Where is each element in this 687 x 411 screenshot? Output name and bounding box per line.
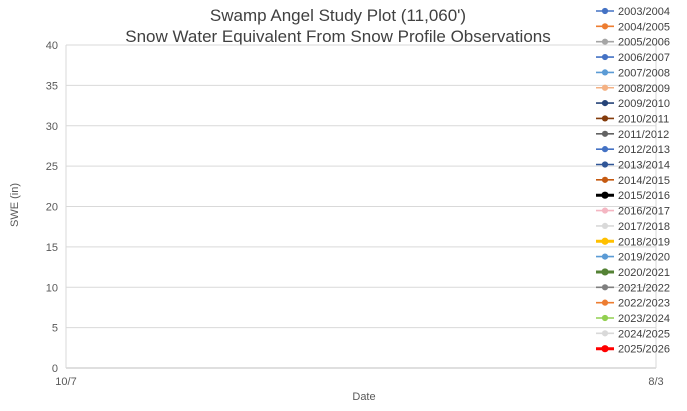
legend-item: 2016/2017 [596, 206, 670, 218]
y-tick-label: 20 [46, 202, 58, 214]
legend-item: 2007/2008 [596, 67, 670, 79]
legend-swatch-marker [601, 130, 609, 137]
legend-item: 2008/2009 [596, 83, 670, 95]
legend-swatch-marker [601, 100, 609, 107]
y-axis-title: SWE (in) [9, 183, 21, 227]
legend-label: 2022/2023 [618, 298, 670, 310]
legend-label: 2017/2018 [618, 221, 670, 233]
legend-item: 2003/2004 [596, 6, 670, 18]
y-tick-label: 30 [46, 121, 58, 133]
legend-label: 2025/2026 [618, 344, 670, 356]
legend: 2003/2004 2004/2005 2005/2006 2006/2007 2007… [596, 6, 670, 356]
legend-item: 2025/2026 [596, 344, 670, 356]
x-tick-label: 8/3 [648, 376, 663, 388]
legend-item: 2012/2013 [596, 144, 670, 156]
legend-swatch-marker [601, 314, 609, 322]
legend-label: 2008/2009 [618, 83, 670, 95]
axes: 051015202530354010/711/261/153/64/256/14… [46, 40, 664, 388]
legend-label: 2009/2010 [618, 98, 670, 110]
y-tick-label: 5 [52, 323, 58, 335]
legend-item: 2009/2010 [596, 98, 670, 110]
legend-label: 2012/2013 [618, 144, 670, 156]
legend-label: 2006/2007 [618, 52, 670, 64]
legend-swatch-marker [601, 330, 609, 337]
legend-label: 2024/2025 [618, 328, 670, 340]
y-tick-label: 40 [46, 40, 58, 52]
legend-swatch-marker [601, 345, 609, 353]
legend-label: 2013/2014 [618, 160, 670, 172]
y-tick-label: 35 [46, 80, 58, 92]
legend-item: 2005/2006 [596, 37, 670, 49]
legend-item: 2020/2021 [596, 267, 670, 279]
legend-item: 2018/2019 [596, 236, 670, 248]
legend-label: 2020/2021 [618, 267, 670, 279]
legend-item: 2019/2020 [596, 252, 670, 264]
legend-label: 2010/2011 [618, 113, 669, 125]
legend-item: 2021/2022 [596, 282, 670, 294]
legend-item: 2014/2015 [596, 175, 670, 187]
legend-label: 2016/2017 [618, 206, 670, 218]
legend-swatch-marker [601, 222, 609, 229]
legend-swatch-marker [601, 23, 609, 30]
legend-item: 2023/2024 [596, 313, 670, 325]
y-tick-label: 0 [52, 363, 58, 375]
legend-swatch-marker [601, 7, 609, 15]
y-tick-label: 25 [46, 161, 58, 173]
legend-swatch-marker [601, 38, 609, 45]
legend-label: 2007/2008 [618, 67, 670, 79]
legend-swatch-marker [601, 161, 609, 168]
legend-label: 2014/2015 [618, 175, 670, 187]
legend-item: 2011/2012 [596, 129, 669, 141]
x-tick-label: 10/7 [55, 376, 76, 388]
legend-swatch-marker [601, 268, 609, 276]
legend-swatch-marker [601, 237, 609, 245]
legend-label: 2018/2019 [618, 236, 670, 248]
legend-label: 2021/2022 [618, 282, 670, 294]
legend-swatch-marker [601, 69, 609, 76]
legend-item: 2010/2011 [596, 113, 669, 125]
chart-title-line-2: Snow Water Equivalent From Snow Profile … [125, 27, 551, 46]
legend-item: 2022/2023 [596, 298, 670, 310]
legend-item: 2006/2007 [596, 52, 670, 64]
legend-swatch-marker [601, 53, 609, 61]
legend-swatch-marker [601, 191, 609, 199]
legend-swatch-marker [601, 284, 609, 291]
legend-item: 2024/2025 [596, 328, 670, 340]
legend-swatch-marker [601, 299, 609, 306]
legend-item: 2013/2014 [596, 160, 670, 172]
legend-label: 2015/2016 [618, 190, 670, 202]
legend-swatch-marker [601, 115, 609, 122]
legend-swatch-marker [601, 253, 609, 260]
y-tick-label: 10 [46, 282, 58, 294]
legend-label: 2004/2005 [618, 21, 670, 33]
legend-item: 2015/2016 [596, 190, 670, 202]
legend-item: 2017/2018 [596, 221, 670, 233]
legend-label: 2005/2006 [618, 37, 670, 49]
y-tick-label: 15 [46, 242, 58, 254]
legend-swatch-marker [601, 84, 609, 91]
legend-swatch-marker [601, 207, 609, 214]
legend-label: 2019/2020 [618, 252, 670, 264]
legend-label: 2003/2004 [618, 6, 670, 18]
legend-label: 2011/2012 [618, 129, 669, 141]
gridlines [65, 44, 657, 369]
legend-swatch-marker [601, 176, 609, 183]
legend-swatch-marker [601, 146, 609, 153]
chart-title-line-1: Swamp Angel Study Plot (11,060') [210, 6, 466, 25]
legend-item: 2004/2005 [596, 21, 670, 33]
legend-label: 2023/2024 [618, 313, 670, 325]
x-axis-title: Date [352, 391, 375, 403]
